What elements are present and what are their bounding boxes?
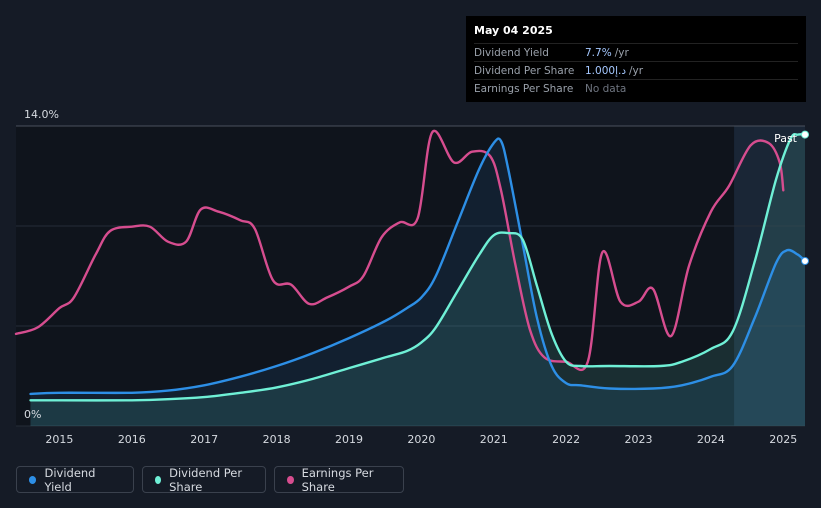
tooltip-unit: /yr bbox=[629, 64, 644, 77]
tooltip: May 04 2025 Dividend Yield 7.7% /yr Divi… bbox=[466, 16, 806, 102]
legend-label: Earnings Per Share bbox=[301, 465, 374, 494]
tooltip-row-dividend-per-share: Dividend Per Share 1.000د.إ /yr bbox=[474, 61, 798, 79]
legend-dividend-per-share[interactable]: Dividend Per Share bbox=[142, 465, 266, 494]
y-tick-label-top: 14.0% bbox=[24, 108, 59, 121]
x-tick-label: 2020 bbox=[407, 433, 435, 446]
endpoint-dividend-yield bbox=[801, 257, 809, 265]
x-tick-label: 2021 bbox=[480, 433, 508, 446]
tooltip-label: Dividend Yield bbox=[474, 46, 549, 59]
y-tick-label-bottom: 0% bbox=[24, 408, 42, 421]
x-tick-label: 2018 bbox=[263, 433, 291, 446]
plot-area bbox=[16, 126, 805, 426]
legend-label: Dividend Per Share bbox=[169, 465, 243, 494]
endpoint-dividend-per-share bbox=[801, 130, 809, 139]
legend-dot-icon bbox=[287, 475, 294, 484]
x-tick-label: 2015 bbox=[45, 433, 73, 446]
tooltip-value: 1.000د.إ bbox=[585, 64, 626, 77]
plot-background bbox=[16, 126, 805, 426]
tooltip-label: Dividend Per Share bbox=[474, 64, 575, 77]
series-area-dividend-yield bbox=[30, 138, 805, 426]
x-tick-label: 2017 bbox=[190, 433, 218, 446]
legend-label: Dividend Yield bbox=[44, 465, 96, 494]
legend-dot-icon bbox=[155, 475, 162, 484]
legend-dividend-yield[interactable]: Dividend Yield bbox=[16, 465, 134, 494]
legend-dot-icon bbox=[29, 475, 37, 484]
tooltip-unit: /yr bbox=[614, 46, 629, 59]
tooltip-row-dividend-yield: Dividend Yield 7.7% /yr bbox=[474, 43, 798, 61]
series-areas bbox=[30, 134, 805, 426]
series-line-dividend-per-share bbox=[29, 133, 807, 402]
x-tick-label: 2019 bbox=[335, 433, 363, 446]
x-axis-ticks: 2015 2016 2017 2018 2019 2020 2021 2022 2023 2024… bbox=[45, 433, 797, 446]
series-lines bbox=[14, 129, 809, 402]
tooltip-value: 7.7% bbox=[585, 46, 612, 59]
legend-earnings-per-share[interactable]: Earnings Per Share bbox=[274, 465, 404, 494]
series-area-dividend-per-share bbox=[30, 134, 805, 426]
x-tick-label: 2025 bbox=[769, 433, 797, 446]
x-tick-label: 2022 bbox=[552, 433, 580, 446]
x-tick-label: 2016 bbox=[118, 433, 146, 446]
tooltip-date: May 04 2025 bbox=[474, 24, 553, 37]
tooltip-label: Earnings Per Share bbox=[474, 82, 574, 95]
series-line-earnings-per-share bbox=[14, 129, 785, 372]
series-line-dividend-yield bbox=[29, 137, 807, 396]
tooltip-row-earnings-per-share: Earnings Per Share No data bbox=[474, 79, 798, 97]
tooltip-value: No data bbox=[585, 82, 627, 95]
past-label: Past bbox=[774, 132, 798, 145]
gridlines bbox=[16, 125, 805, 427]
x-tick-label: 2024 bbox=[697, 433, 725, 446]
x-tick-label: 2023 bbox=[625, 433, 653, 446]
